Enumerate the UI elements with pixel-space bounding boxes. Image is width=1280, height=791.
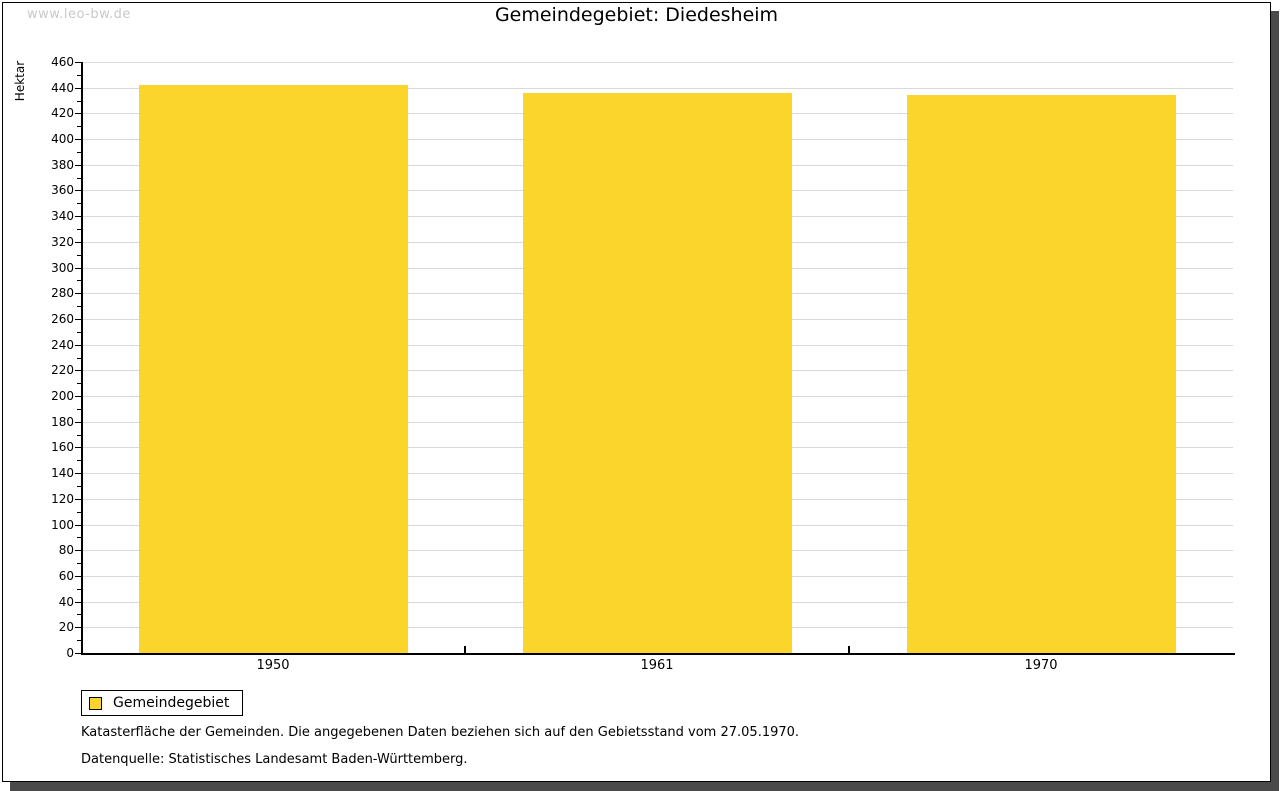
y-major-tick: [75, 524, 81, 526]
y-minor-tick: [77, 280, 81, 282]
category-separator-tick: [848, 646, 850, 653]
y-major-tick: [75, 498, 81, 500]
legend: Gemeindegebiet: [81, 690, 244, 716]
gridline: [81, 62, 1233, 63]
category-separator-tick: [464, 646, 466, 653]
y-major-tick: [75, 190, 81, 192]
y-major-tick: [75, 473, 81, 475]
y-tick-label: 80: [58, 543, 74, 558]
y-tick-label: 320: [51, 234, 74, 249]
y-minor-tick: [77, 229, 81, 231]
y-tick-label: 380: [51, 157, 74, 172]
y-tick-label: 460: [51, 55, 74, 69]
y-major-tick: [75, 164, 81, 166]
y-minor-tick: [77, 537, 81, 539]
y-tick-label: 400: [51, 132, 74, 147]
gridline: [81, 87, 1233, 89]
bar: [906, 95, 1176, 653]
y-minor-tick: [77, 74, 81, 76]
y-tick-label: 220: [51, 363, 74, 378]
y-major-tick: [75, 293, 81, 295]
y-minor-tick: [77, 203, 81, 205]
y-tick-label: 440: [51, 80, 74, 95]
footnote: Katasterfläche der Gemeinden. Die angege…: [81, 725, 800, 740]
y-tick-label: 200: [51, 389, 74, 404]
x-tick-label: 1961: [640, 658, 674, 673]
y-tick-label: 180: [51, 414, 74, 429]
y-minor-tick: [77, 460, 81, 462]
y-major-tick: [75, 627, 81, 629]
y-tick-label: 420: [51, 106, 74, 121]
y-minor-tick: [77, 485, 81, 487]
y-minor-tick: [77, 383, 81, 385]
y-minor-tick: [77, 151, 81, 153]
y-tick-label: 0: [66, 646, 74, 660]
bar: [522, 92, 792, 653]
y-tick-label: 140: [51, 466, 74, 481]
y-tick-label: 240: [51, 337, 74, 352]
y-minor-tick: [77, 614, 81, 616]
bar: [138, 85, 408, 653]
legend-swatch: [89, 696, 102, 710]
y-tick-label: 360: [51, 183, 74, 198]
y-major-tick: [75, 421, 81, 423]
y-minor-tick: [77, 434, 81, 436]
x-tick-label: 1970: [1024, 658, 1058, 673]
y-major-tick: [75, 575, 81, 577]
y-minor-tick: [77, 306, 81, 308]
y-minor-tick: [77, 511, 81, 513]
y-major-tick: [75, 267, 81, 269]
y-minor-tick: [77, 177, 81, 179]
watermark: www.leo-bw.de: [27, 7, 131, 22]
y-minor-tick: [77, 563, 81, 565]
y-major-tick: [75, 113, 81, 115]
legend-label: Gemeindegebiet: [113, 695, 230, 711]
y-major-tick: [75, 241, 81, 243]
y-tick-label: 300: [51, 260, 74, 275]
y-minor-tick: [77, 408, 81, 410]
chart-title: Gemeindegebiet: Diedesheim: [494, 4, 779, 26]
y-minor-tick: [77, 100, 81, 102]
y-tick-label: 60: [58, 568, 74, 583]
y-tick-label: 100: [51, 517, 74, 532]
y-minor-tick: [77, 357, 81, 359]
y-axis-line: [81, 62, 83, 655]
y-major-tick: [75, 344, 81, 346]
plot-area: 1950 1961 1970 0 20 40 60 80 100 120 140 160 180 200 2…: [3, 3, 1270, 781]
y-tick-label: 120: [51, 491, 74, 506]
y-tick-label: 280: [51, 286, 74, 301]
x-tick-label: 1950: [256, 658, 290, 673]
y-major-tick: [75, 318, 81, 320]
y-major-tick: [75, 396, 81, 398]
y-tick-label: 260: [51, 311, 74, 326]
y-tick-label: 20: [58, 620, 74, 635]
y-minor-tick: [77, 640, 81, 642]
y-major-tick: [75, 62, 81, 63]
y-tick-label: 40: [58, 594, 74, 609]
y-major-tick: [75, 87, 81, 89]
y-major-tick: [75, 601, 81, 603]
y-major-tick: [75, 447, 81, 449]
y-major-tick: [75, 216, 81, 218]
y-major-tick: [75, 139, 81, 141]
y-major-tick: [75, 370, 81, 372]
y-minor-tick: [77, 254, 81, 256]
y-major-tick: [75, 653, 81, 654]
chart-page: www.leo-bw.de Gemeindegebiet: Diedesheim…: [2, 2, 1271, 782]
x-axis-line: [81, 653, 1235, 655]
y-minor-tick: [77, 126, 81, 128]
y-tick-label: 160: [51, 440, 74, 455]
y-tick-label: 340: [51, 209, 74, 224]
y-minor-tick: [77, 331, 81, 333]
source-note: Datenquelle: Statistisches Landesamt Bad…: [81, 752, 468, 767]
y-minor-tick: [77, 588, 81, 590]
y-major-tick: [75, 550, 81, 552]
